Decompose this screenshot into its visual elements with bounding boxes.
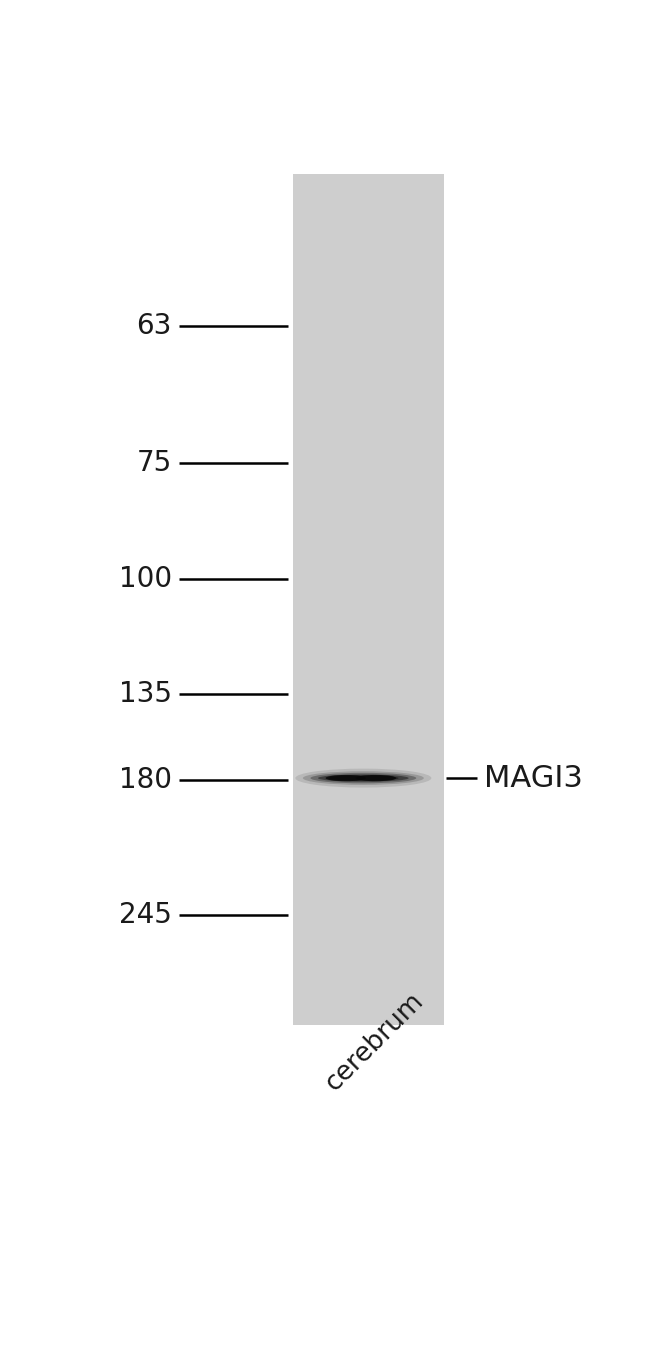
- Text: cerebrum: cerebrum: [320, 988, 428, 1097]
- Ellipse shape: [356, 775, 396, 782]
- Text: 75: 75: [136, 449, 172, 477]
- Text: 245: 245: [119, 900, 172, 929]
- Ellipse shape: [328, 776, 398, 780]
- FancyBboxPatch shape: [292, 175, 444, 1024]
- Text: 135: 135: [119, 681, 172, 708]
- Ellipse shape: [326, 775, 366, 782]
- Text: 180: 180: [119, 767, 172, 794]
- Ellipse shape: [303, 771, 424, 784]
- Ellipse shape: [295, 769, 432, 787]
- Text: 100: 100: [119, 565, 172, 592]
- Text: MAGI3: MAGI3: [484, 764, 583, 792]
- Ellipse shape: [311, 773, 416, 783]
- Text: 63: 63: [136, 312, 172, 341]
- Ellipse shape: [318, 775, 409, 782]
